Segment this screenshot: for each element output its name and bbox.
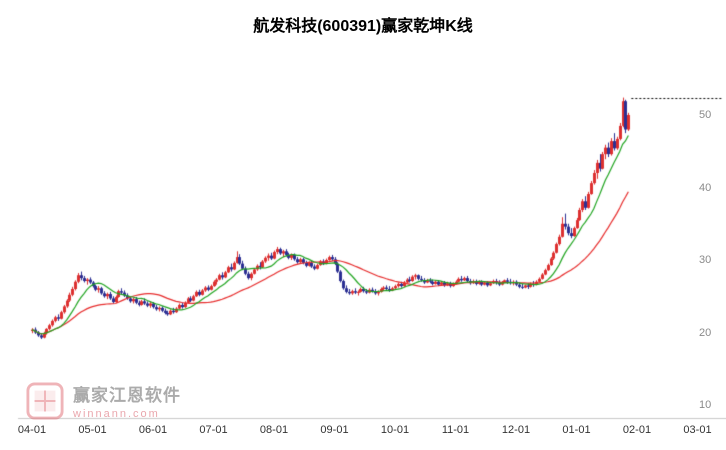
watermark-url: winnann.com <box>73 408 160 420</box>
watermark: 赢家江恩软件 winnann.com <box>26 381 181 420</box>
winner-logo-icon <box>26 381 64 420</box>
chart-title: 航发科技(600391)赢家乾坤K线 <box>253 18 473 35</box>
watermark-text: 赢家江恩软件 <box>73 386 181 405</box>
watermark-text-block: 赢家江恩软件 winnann.com <box>73 381 181 420</box>
